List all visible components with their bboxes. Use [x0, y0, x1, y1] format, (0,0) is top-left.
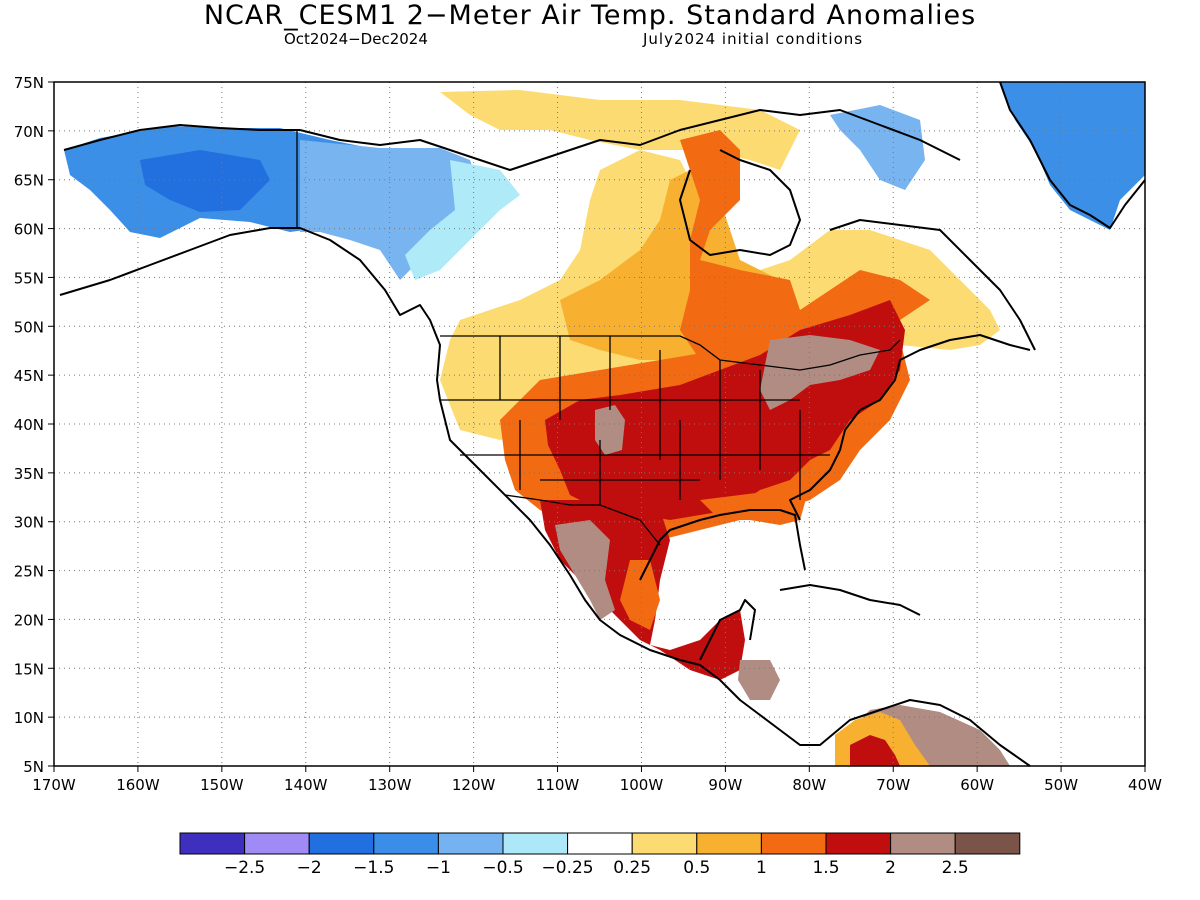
colorbar: −2.5 −2 −1.5 −1 −0.5 −0.25 0.25 0.5 1 1.5 2 2.5	[179, 832, 1021, 878]
lon-tick-label: 60W	[960, 776, 994, 794]
coastline-arctic	[299, 109, 961, 171]
anomaly-great-lakes-brown	[760, 335, 880, 410]
colorbar-swatch	[760, 832, 827, 855]
colorbar-swatch	[244, 832, 310, 855]
lon-tick-label: 140W	[284, 776, 328, 794]
lon-tick-label: 120W	[452, 776, 496, 794]
lat-tick-label: 60N	[14, 221, 44, 239]
lon-tick-label: 130W	[368, 776, 412, 794]
lat-axis: 75N 70N 65N 60N 55N 50N 45N 40N 35N 30N 25N 20N 15N 1…	[14, 74, 54, 776]
coastline-hudson	[679, 149, 801, 256]
colorbar-swatch	[567, 832, 633, 855]
coastline-cuba	[779, 584, 921, 616]
lon-tick-label: 50W	[1044, 776, 1078, 794]
lon-tick-label: 80W	[792, 776, 826, 794]
anomaly-greenland-edge	[830, 105, 925, 190]
initial-conditions: July2024 initial conditions	[643, 30, 864, 48]
colorbar-label: 1	[756, 858, 767, 878]
anomaly-western-canada	[300, 140, 480, 280]
lon-tick-label: 40W	[1128, 776, 1162, 794]
colorbar-label: −0.25	[542, 858, 594, 878]
colorbar-swatch	[502, 832, 569, 855]
colorbar-label: 1.5	[812, 858, 839, 878]
lat-tick-label: 50N	[14, 318, 44, 336]
colorbar-label: 2	[885, 858, 896, 878]
lon-tick-label: 150W	[200, 776, 244, 794]
lat-tick-label: 70N	[14, 123, 44, 141]
anomaly-greenland	[1000, 82, 1145, 230]
colorbar-label: 2.5	[942, 858, 969, 878]
anomaly-southeast-orange	[700, 485, 810, 525]
anomaly-east-canada-orange	[680, 130, 930, 360]
border-us-mexico	[504, 494, 661, 546]
coastline-alaska-north	[63, 124, 300, 151]
lat-tick-label: 35N	[14, 465, 44, 483]
colorbar-swatch	[696, 832, 762, 855]
colorbar-label: 0.25	[613, 858, 651, 878]
coastline-yucatan	[699, 599, 756, 661]
lon-tick-label: 160W	[116, 776, 160, 794]
lat-tick-label: 10N	[14, 709, 44, 727]
lat-tick-label: 75N	[14, 74, 44, 92]
anomaly-bc	[405, 160, 520, 280]
colorbar-label: −2.5	[224, 858, 265, 878]
colorbar-label: −2	[297, 858, 322, 878]
lat-tick-label: 65N	[14, 172, 44, 190]
anomaly-alaska-core	[140, 150, 270, 212]
lat-tick-label: 20N	[14, 611, 44, 629]
colorbar-label: −1	[426, 858, 451, 878]
coastline-greenland	[999, 81, 1146, 229]
coastline-north-america	[59, 227, 1031, 767]
colorbar-swatch	[308, 832, 375, 855]
lat-tick-label: 25N	[14, 563, 44, 581]
lat-tick-label: 15N	[14, 660, 44, 678]
coastlines	[59, 81, 1146, 767]
lon-tick-label: 100W	[620, 776, 664, 794]
colorbar-label: −0.5	[482, 858, 523, 878]
lon-tick-label: 90W	[708, 776, 742, 794]
colorbar-swatch	[437, 832, 504, 855]
coastline-labrador	[829, 219, 1036, 351]
border-us-canada	[440, 335, 901, 371]
map-area	[54, 82, 1145, 766]
lon-axis: 170W 160W 150W 140W 130W 120W 110W 100W 90W 80W 70…	[32, 766, 1162, 794]
anomaly-central-america	[738, 660, 780, 700]
colorbar-swatch	[954, 832, 1021, 855]
lat-tick-label: 40N	[14, 416, 44, 434]
map-title: NCAR_CESM1 2−Meter Air Temp. Standard An…	[203, 0, 977, 31]
anomaly-four-corners-brown	[595, 405, 625, 455]
colorbar-swatch	[179, 832, 246, 855]
colorbar-swatch	[631, 832, 698, 855]
anomaly-mexico-orange	[620, 560, 660, 630]
anomaly-mexico-brown	[555, 520, 615, 620]
lon-tick-label: 110W	[536, 776, 580, 794]
political-borders	[296, 130, 901, 546]
lon-tick-label: 70W	[876, 776, 910, 794]
lat-tick-label: 45N	[14, 367, 44, 385]
lat-tick-label: 5N	[23, 758, 44, 776]
lat-tick-label: 30N	[14, 514, 44, 532]
colorbar-label: −1.5	[353, 858, 394, 878]
colorbar-swatch	[825, 832, 892, 855]
colorbar-swatch	[890, 832, 956, 855]
lon-tick-label: 170W	[32, 776, 76, 794]
lat-tick-label: 55N	[14, 269, 44, 287]
colorbar-swatch	[373, 832, 439, 855]
coastline-gulf	[639, 334, 1031, 581]
anomaly-colombia-red	[850, 735, 900, 766]
state-lines	[440, 336, 830, 505]
colorbar-label: 0.5	[683, 858, 710, 878]
forecast-period: Oct2024−Dec2024	[284, 30, 428, 48]
